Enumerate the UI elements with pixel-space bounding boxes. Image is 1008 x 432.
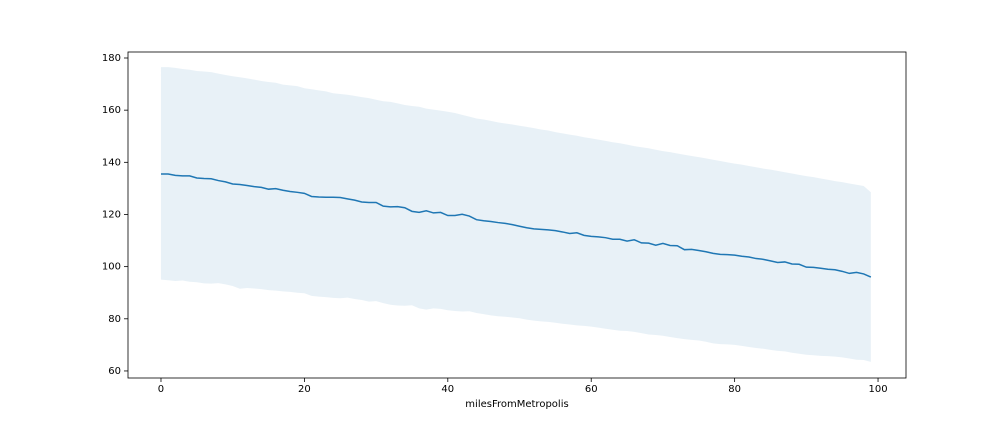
- x-tick-label: 40: [441, 384, 454, 395]
- y-tick-label: 100: [102, 262, 121, 273]
- y-tick-label: 160: [102, 105, 121, 116]
- x-tick-label: 80: [728, 384, 741, 395]
- y-tick-label: 80: [108, 314, 121, 325]
- y-tick-label: 120: [102, 209, 121, 220]
- x-tick-label: 20: [298, 384, 311, 395]
- x-axis-label: milesFromMetropolis: [465, 399, 568, 410]
- y-tick-label: 60: [108, 366, 121, 377]
- x-tick-label: 100: [868, 384, 887, 395]
- y-tick-label: 180: [102, 53, 121, 64]
- x-tick-label: 60: [585, 384, 598, 395]
- y-tick-label: 140: [102, 157, 121, 168]
- line: [160, 173, 872, 278]
- plot-frame: [127, 51, 907, 379]
- x-tick-label: 0: [158, 384, 164, 395]
- confidence-band: [160, 67, 871, 362]
